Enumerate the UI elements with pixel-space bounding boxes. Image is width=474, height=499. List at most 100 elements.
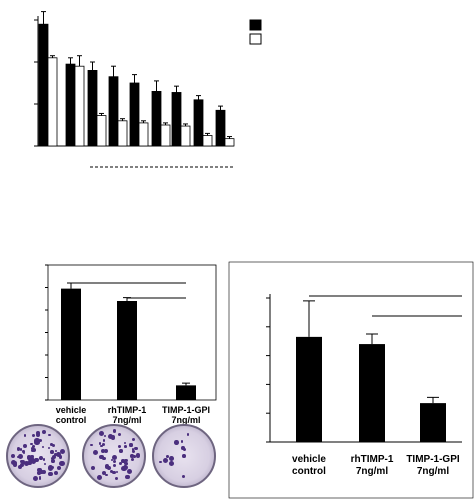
colony-dot bbox=[19, 447, 23, 451]
colony-dot bbox=[118, 462, 122, 466]
colony-dot bbox=[111, 435, 116, 440]
colony-dot bbox=[181, 474, 186, 479]
bar-2h bbox=[171, 92, 182, 147]
colony-dot bbox=[114, 476, 118, 480]
colony-dot bbox=[28, 455, 35, 462]
colony-plate-timp1-gpi bbox=[152, 424, 216, 488]
colony-dot bbox=[105, 473, 108, 477]
colony-dot bbox=[112, 429, 117, 433]
colony-dot bbox=[99, 454, 104, 459]
category-label: rhTIMP-1 7ng/ml bbox=[108, 405, 147, 425]
bar-4h bbox=[160, 124, 171, 147]
bar-2h bbox=[65, 63, 76, 147]
bar-2h bbox=[215, 109, 226, 147]
colony-dot bbox=[60, 448, 66, 454]
colony-dot bbox=[23, 434, 27, 437]
colony-dot bbox=[126, 469, 132, 475]
colony-dot bbox=[58, 466, 62, 470]
colony-dot bbox=[30, 459, 36, 465]
colony-dot bbox=[131, 448, 135, 451]
colony-dot bbox=[124, 464, 127, 467]
colony-dot bbox=[182, 454, 186, 458]
category-label: vehicle control bbox=[292, 454, 326, 477]
bar-4h bbox=[96, 115, 107, 147]
bar bbox=[117, 301, 137, 400]
colony-dot bbox=[169, 461, 175, 466]
colony-dot bbox=[115, 470, 118, 474]
colony-dot bbox=[112, 463, 116, 467]
colony-dot bbox=[38, 439, 42, 443]
colony-dot bbox=[22, 443, 28, 449]
colony-dot bbox=[101, 448, 106, 453]
colony-dot bbox=[32, 434, 36, 438]
colony-dot bbox=[103, 439, 106, 442]
colony-dot bbox=[36, 431, 40, 435]
colony-dot bbox=[96, 474, 102, 480]
colony-dot bbox=[48, 433, 51, 437]
colony-dot bbox=[103, 448, 109, 454]
colony-dot bbox=[112, 460, 116, 464]
colony-dot bbox=[53, 470, 59, 476]
category-label: vehicle control bbox=[56, 405, 87, 425]
colony-dot bbox=[27, 461, 32, 466]
bar-2h bbox=[87, 70, 98, 147]
colony-dot bbox=[35, 433, 40, 438]
bar-2h bbox=[108, 76, 119, 147]
bar-2h bbox=[129, 82, 140, 147]
colony-dot bbox=[36, 471, 41, 476]
colony-dot bbox=[34, 438, 40, 444]
colony-dot bbox=[108, 433, 114, 439]
colony-dot bbox=[125, 474, 130, 480]
panel-a-mtt-chart bbox=[34, 11, 262, 168]
colony-dot bbox=[134, 446, 138, 450]
colony-dot bbox=[21, 459, 26, 464]
colony-dot bbox=[112, 454, 118, 460]
bar bbox=[420, 403, 446, 442]
colony-dot bbox=[102, 470, 107, 475]
colony-dot bbox=[42, 445, 45, 448]
colony-dot bbox=[132, 449, 136, 453]
colony-dot bbox=[32, 476, 38, 482]
colony-dot bbox=[19, 463, 25, 468]
colony-dot bbox=[37, 467, 43, 473]
colony-dot bbox=[131, 437, 135, 442]
colony-dot bbox=[129, 443, 133, 447]
bar bbox=[296, 336, 322, 442]
colony-dot bbox=[131, 457, 135, 461]
colony-dot bbox=[165, 454, 169, 458]
colony-dot bbox=[23, 461, 29, 466]
colony-dot bbox=[103, 435, 106, 438]
colony-dot bbox=[22, 452, 25, 455]
colony-dot bbox=[90, 466, 95, 471]
colony-dot bbox=[31, 446, 34, 450]
colony-dot bbox=[110, 458, 113, 461]
bar-4h bbox=[117, 120, 128, 147]
colony-dot bbox=[11, 453, 16, 459]
colony-dot bbox=[22, 450, 25, 453]
colony-dot bbox=[41, 429, 46, 434]
colony-dot bbox=[125, 463, 129, 466]
colony-dot bbox=[31, 445, 35, 448]
colony-plate-vehicle bbox=[6, 424, 70, 488]
colony-dot bbox=[174, 439, 179, 445]
colony-dot bbox=[16, 447, 20, 451]
colony-dot bbox=[43, 462, 46, 465]
bar-2h bbox=[38, 23, 49, 147]
colony-dot bbox=[39, 469, 44, 475]
colony-dot bbox=[99, 431, 105, 437]
bar-2h bbox=[193, 99, 204, 147]
colony-dot bbox=[117, 433, 121, 437]
colony-dot bbox=[104, 464, 110, 469]
bar-4h bbox=[180, 125, 191, 147]
colony-dot bbox=[50, 465, 54, 470]
category-label: TIMP-1-GPI 7ng/ml bbox=[406, 454, 460, 477]
bar-4h bbox=[202, 135, 213, 147]
colony-dot bbox=[163, 458, 169, 464]
colony-dot bbox=[122, 460, 126, 464]
colony-dot bbox=[124, 458, 129, 463]
bar bbox=[176, 385, 196, 400]
colony-dot bbox=[18, 453, 24, 459]
colony-dot bbox=[107, 466, 112, 470]
bar-4h bbox=[47, 57, 58, 147]
colony-dot bbox=[59, 461, 65, 467]
